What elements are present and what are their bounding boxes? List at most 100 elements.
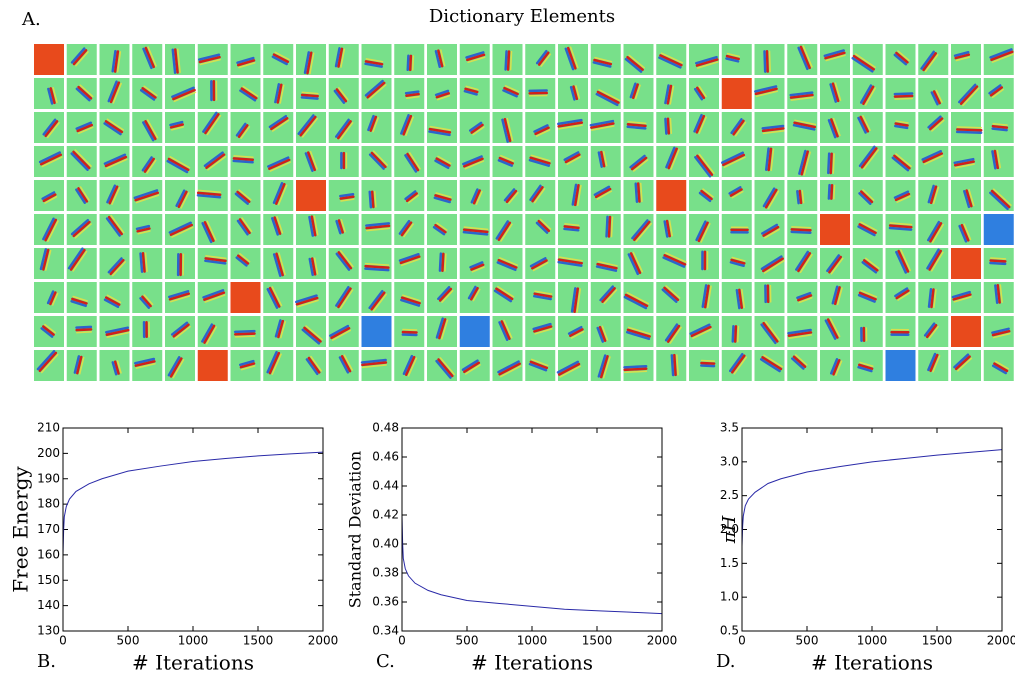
patch-stripe — [664, 323, 679, 342]
patch-stripe — [761, 124, 785, 130]
patch-stripe — [701, 284, 708, 309]
patch — [918, 316, 949, 347]
y-tick-label: 130 — [37, 624, 60, 638]
patch-stripe — [411, 55, 415, 71]
patch-stripe — [557, 121, 584, 128]
patch-stripe — [274, 319, 282, 338]
patch-stripe — [625, 330, 651, 341]
patch-stripe — [858, 363, 874, 370]
patch-stripe — [623, 370, 648, 374]
patch-stripe — [203, 324, 216, 344]
patch-stripe — [830, 358, 839, 375]
patch-stripe — [369, 115, 378, 133]
patch — [820, 180, 850, 211]
patch-stripe — [370, 151, 387, 169]
patch-stripe — [722, 153, 746, 167]
patch-stripe — [894, 122, 909, 127]
patch-stripe — [738, 288, 744, 309]
patch-stripe — [463, 226, 489, 231]
patch-stripe — [367, 114, 375, 132]
patch-stripe — [493, 289, 513, 303]
patch — [820, 214, 850, 245]
patch-stripe — [169, 120, 184, 127]
x-axis-label: # Iterations — [132, 651, 254, 675]
patch-stripe — [75, 121, 93, 130]
patch-stripe — [531, 259, 548, 270]
patch-stripe — [180, 192, 190, 209]
patch-stripe — [798, 149, 807, 175]
patch-stripe — [112, 82, 122, 104]
patch-stripe — [470, 123, 484, 134]
patch-stripe — [733, 325, 738, 343]
patch-stripe — [368, 153, 385, 170]
patch-stripe — [339, 122, 354, 141]
patch-stripe — [434, 49, 441, 69]
patch-stripe — [792, 123, 816, 131]
patch-stripe — [599, 285, 615, 302]
patch-stripe — [168, 290, 190, 299]
patch-stripe — [137, 230, 151, 235]
patch-stripe — [532, 322, 552, 331]
patch-stripe — [171, 86, 195, 99]
patch-stripe — [602, 356, 611, 379]
patch-stripe — [591, 125, 615, 131]
patch-stripe — [75, 51, 89, 67]
patch-stripe — [991, 329, 1011, 337]
patch-stripe — [360, 358, 387, 364]
patch-stripe — [116, 360, 122, 374]
patch-stripe — [340, 198, 355, 202]
patch-stripe — [720, 151, 744, 164]
x-tick-label: 500 — [456, 634, 479, 648]
patch-stripe — [893, 190, 910, 199]
y-tick-label: 210 — [37, 421, 60, 435]
patch-stripe — [238, 62, 256, 69]
patch-stripe — [462, 230, 489, 236]
y-tick-label: 3.5 — [720, 421, 739, 435]
patch-stripe — [726, 52, 741, 58]
patch-stripe — [44, 196, 58, 204]
patch-stripe — [234, 335, 256, 338]
y-axis-label: Standard Deviation — [346, 451, 365, 608]
patch-stripe — [67, 247, 84, 270]
patch-stripe — [770, 148, 775, 172]
patch-stripe — [676, 354, 679, 376]
patch-stripe — [170, 321, 189, 336]
patch-stripe — [535, 221, 549, 234]
patch-stripe — [303, 51, 311, 75]
patch-stripe — [343, 354, 354, 371]
patch-stripe — [440, 49, 446, 67]
patch-stripe — [823, 49, 845, 58]
patch-stripe — [472, 288, 481, 302]
x-tick-label: 0 — [398, 634, 406, 648]
patch-stripe — [41, 156, 63, 168]
patch-stripe — [334, 47, 341, 68]
x-tick-label: 1500 — [582, 634, 613, 648]
patch-stripe — [143, 85, 158, 97]
patch-stripe — [366, 81, 386, 99]
y-tick-label: 190 — [37, 471, 60, 485]
patch-stripe — [835, 360, 843, 376]
patch-stripe — [437, 286, 451, 301]
patch-stripe — [441, 252, 445, 273]
patch-stripe — [598, 325, 607, 342]
patch-stripe — [201, 323, 214, 343]
patch-stripe — [762, 187, 776, 208]
patch-stripe — [404, 190, 417, 201]
patch-stripe — [438, 287, 453, 302]
patch-stripe — [339, 289, 354, 310]
patch-stripe — [465, 85, 479, 91]
patch-stripe — [955, 56, 971, 62]
patch-stripe — [338, 87, 349, 101]
patch-stripe — [695, 220, 707, 242]
patch-stripe — [833, 286, 841, 306]
patch-stripe — [796, 189, 800, 205]
patch-stripe — [590, 122, 615, 129]
patch-stripe — [557, 362, 581, 376]
patch-stripe — [755, 90, 778, 98]
patch-stripe — [895, 51, 909, 64]
patch-stripe — [428, 130, 451, 137]
patch-stripe — [832, 358, 841, 376]
patch-stripe — [663, 286, 680, 302]
patch-stripe — [498, 362, 521, 376]
x-tick-label: 0 — [59, 634, 67, 648]
